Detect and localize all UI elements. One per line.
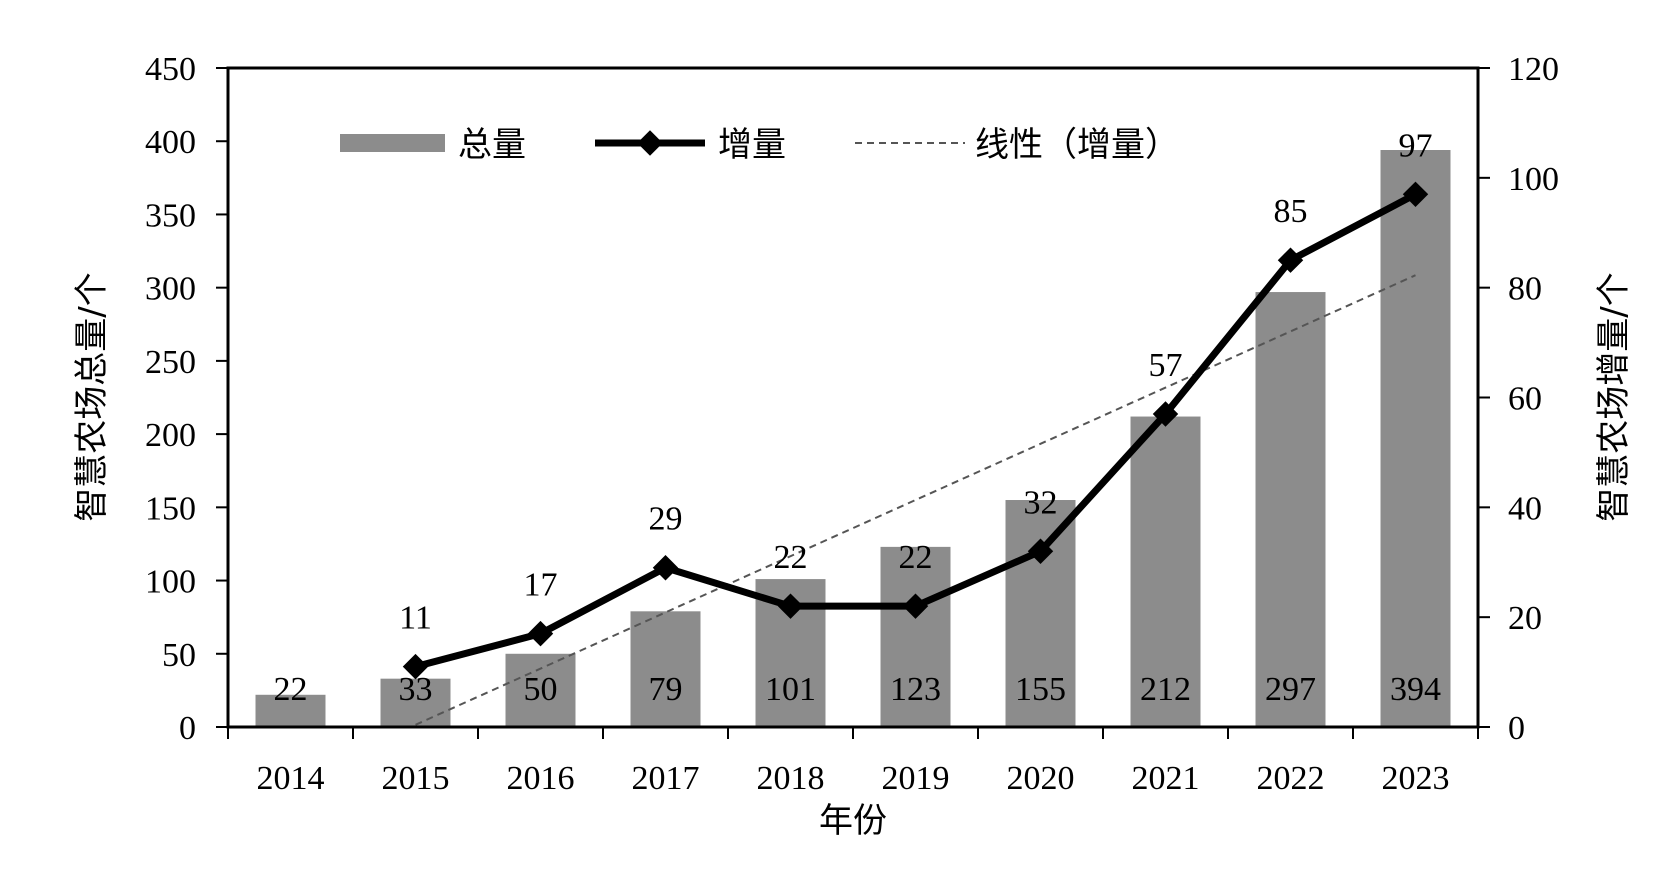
bar-2019	[880, 546, 951, 727]
increment-value-label-2015: 11	[399, 600, 432, 637]
y-tick-label: 300	[145, 271, 196, 308]
x-tick-label-2019: 2019	[882, 760, 950, 797]
increment-value-label-2016: 17	[524, 567, 558, 604]
bar-2022	[1255, 292, 1326, 727]
bar-value-label-2018: 101	[765, 671, 816, 708]
increment-point-2016	[527, 620, 554, 647]
y2-tick-label: 60	[1508, 381, 1542, 418]
x-tick-label-2021: 2021	[1132, 760, 1200, 797]
bar-2023	[1380, 150, 1451, 727]
y-tick-label: 250	[145, 344, 196, 381]
bar-value-label-2021: 212	[1140, 671, 1191, 708]
bar-value-label-2022: 297	[1265, 671, 1316, 708]
legend-line-marker	[637, 130, 663, 156]
y-tick-label: 100	[145, 564, 196, 601]
trendline-series	[415, 274, 1416, 726]
trendline	[415, 274, 1416, 726]
increment-point-2015	[402, 653, 429, 680]
x-tick-label-2014: 2014	[257, 760, 325, 797]
x-tick-label-2015: 2015	[382, 760, 450, 797]
data-labels: 22 33 50 79 101 123 155 212 297 394 11 17 29 22 22 32 57…	[274, 127, 1442, 708]
increment-point-2017	[652, 555, 679, 581]
increment-value-label-2022: 85	[1274, 193, 1308, 230]
increment-value-label-2020: 32	[1024, 484, 1058, 521]
bar-series	[255, 150, 1451, 727]
x-tick-label-2018: 2018	[757, 760, 825, 797]
bar-value-label-2016: 50	[524, 671, 558, 708]
increment-point-2018	[777, 593, 804, 619]
y-tick-label: 200	[145, 417, 196, 454]
bar-value-label-2023: 394	[1390, 671, 1441, 708]
y-axis-title: 智慧农场总量/个	[72, 272, 112, 521]
legend-bar-swatch	[340, 134, 445, 152]
bar-2016	[505, 653, 576, 727]
bar-2014	[255, 694, 326, 727]
axis-ticks: 0 50 100 150 200 250 300 350 400 450 0 20 40 60 80 100 1…	[145, 51, 1559, 797]
bar-2021	[1130, 416, 1201, 727]
y-tick-label: 50	[162, 637, 196, 674]
increment-value-label-2019: 22	[899, 539, 933, 576]
y2-tick-label: 20	[1508, 600, 1542, 637]
y2-tick-label: 40	[1508, 490, 1542, 527]
bar-2020	[1005, 500, 1076, 727]
y2-tick-label: 80	[1508, 271, 1542, 308]
y-tick-label: 350	[145, 197, 196, 234]
x-tick-label-2017: 2017	[632, 760, 700, 797]
x-tick-label-2016: 2016	[507, 760, 575, 797]
y-tick-label: 0	[179, 710, 196, 747]
bar-value-label-2020: 155	[1015, 671, 1066, 708]
legend-bar-label: 总量	[458, 125, 526, 165]
y2-tick-label: 100	[1508, 161, 1559, 198]
y2-axis-title: 智慧农场增量/个	[1594, 272, 1634, 521]
y2-tick-label: 0	[1508, 710, 1525, 747]
bar-2015	[380, 678, 451, 727]
bar-value-label-2015: 33	[399, 671, 433, 708]
increment-value-label-2018: 22	[774, 539, 808, 576]
bar-value-label-2017: 79	[649, 671, 683, 708]
bar-value-label-2014: 22	[274, 671, 308, 708]
y-tick-label: 150	[145, 490, 196, 527]
increment-value-label-2021: 57	[1149, 347, 1183, 384]
y-tick-label: 400	[145, 124, 196, 161]
x-tick-label-2020: 2020	[1007, 760, 1075, 797]
bar-value-label-2019: 123	[890, 671, 941, 708]
increment-value-label-2023: 97	[1399, 127, 1433, 164]
increment-point-2019	[902, 593, 929, 619]
legend-line-label: 增量	[718, 125, 786, 165]
x-tick-label-2023: 2023	[1382, 760, 1450, 797]
y2-tick-label: 120	[1508, 51, 1559, 88]
y-tick-label: 450	[145, 51, 196, 88]
increment-value-label-2017: 29	[649, 501, 683, 538]
x-axis-title: 年份	[819, 801, 887, 841]
bar-2017	[630, 611, 701, 727]
line-series	[402, 181, 1429, 680]
legend: 总量 增量 线性（增量）	[340, 125, 1179, 165]
x-tick-label-2022: 2022	[1257, 760, 1325, 797]
legend-trend-label: 线性（增量）	[975, 125, 1179, 165]
